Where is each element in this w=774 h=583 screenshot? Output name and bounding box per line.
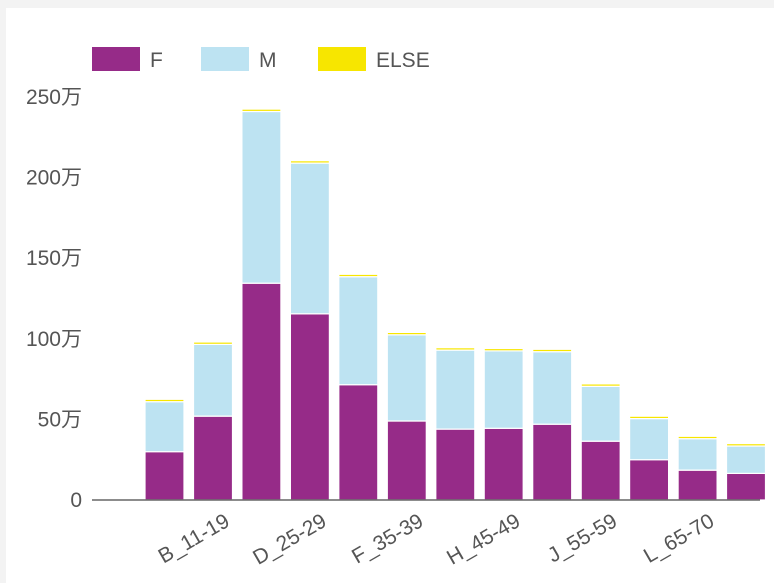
- bar-m-H_45-49[interactable]: [483, 350, 524, 429]
- bar-else-L_65-70[interactable]: [677, 435, 718, 440]
- x-axis: B_11-19 D_25-29 F_35-39 H_45-49 J_55-59 L_65-…: [155, 509, 719, 569]
- bar-f-J_55-59[interactable]: [580, 440, 621, 501]
- bar-else-I_50-54[interactable]: [532, 348, 573, 353]
- x-tick-label: B_11-19: [155, 509, 234, 568]
- bar-f-K_60-64[interactable]: [628, 459, 670, 501]
- bar-else-B_11-19[interactable]: [192, 341, 234, 346]
- y-axis: 0 50万 100万 150万 200万 250万: [26, 86, 82, 512]
- bar-f-A_00-10[interactable]: [144, 451, 185, 501]
- legend-swatch-m: [201, 47, 249, 71]
- legend-swatch-else: [318, 47, 366, 71]
- bars: [144, 108, 767, 501]
- x-tick-label: J_55-59: [544, 509, 621, 567]
- bar-else-E_30-34[interactable]: [338, 273, 379, 278]
- bar-f-D_25-29[interactable]: [289, 313, 330, 501]
- bar-m-M_70+[interactable]: [725, 445, 767, 474]
- x-tick-label: F_35-39: [348, 509, 427, 568]
- y-tick-label: 50万: [38, 408, 82, 431]
- bar-f-B_11-19[interactable]: [192, 415, 234, 501]
- bar-else-M_70+[interactable]: [725, 443, 767, 447]
- bar-m-B_11-19[interactable]: [192, 343, 234, 417]
- legend: F M ELSE: [92, 47, 430, 72]
- legend-label-m: M: [259, 49, 277, 72]
- y-tick-label: 200万: [26, 167, 82, 190]
- bar-else-J_55-59[interactable]: [580, 383, 621, 387]
- bar-else-F_35-39[interactable]: [386, 331, 427, 336]
- legend-label-f: F: [150, 49, 163, 72]
- bar-else-G_40-44[interactable]: [435, 347, 476, 351]
- bar-m-A_00-10[interactable]: [144, 401, 185, 453]
- y-tick-label: 150万: [26, 247, 82, 270]
- bar-f-C_20-24[interactable]: [241, 282, 282, 501]
- x-tick-label: D_25-29: [249, 509, 330, 569]
- bar-else-K_60-64[interactable]: [628, 415, 670, 420]
- bar-else-C_20-24[interactable]: [241, 108, 282, 113]
- bar-m-L_65-70[interactable]: [677, 438, 718, 471]
- bar-f-G_40-44[interactable]: [435, 428, 476, 501]
- bar-f-F_35-39[interactable]: [386, 420, 427, 501]
- bar-f-I_50-54[interactable]: [532, 423, 573, 501]
- bar-m-E_30-34[interactable]: [338, 276, 379, 386]
- bar-m-K_60-64[interactable]: [628, 418, 670, 461]
- bar-else-D_25-29[interactable]: [289, 160, 330, 164]
- legend-swatch-f: [92, 47, 140, 71]
- bar-m-D_25-29[interactable]: [289, 162, 330, 315]
- bar-m-G_40-44[interactable]: [435, 349, 476, 430]
- bar-m-F_35-39[interactable]: [386, 334, 427, 422]
- bar-m-I_50-54[interactable]: [532, 351, 573, 425]
- bar-f-M_70+[interactable]: [725, 472, 767, 501]
- y-tick-label: 100万: [26, 328, 82, 351]
- bar-f-H_45-49[interactable]: [483, 427, 524, 501]
- bar-else-H_45-49[interactable]: [483, 347, 524, 352]
- y-tick-label: 250万: [26, 86, 82, 109]
- x-tick-label: L_65-70: [640, 509, 718, 567]
- bar-f-L_65-70[interactable]: [677, 469, 718, 501]
- bar-else-A_00-10[interactable]: [144, 398, 185, 403]
- legend-label-else: ELSE: [376, 49, 430, 72]
- bar-f-E_30-34[interactable]: [338, 384, 379, 501]
- y-tick-label: 0: [70, 489, 82, 512]
- bar-m-C_20-24[interactable]: [241, 110, 282, 284]
- bar-m-J_55-59[interactable]: [580, 385, 621, 442]
- x-tick-label: H_45-49: [443, 509, 524, 569]
